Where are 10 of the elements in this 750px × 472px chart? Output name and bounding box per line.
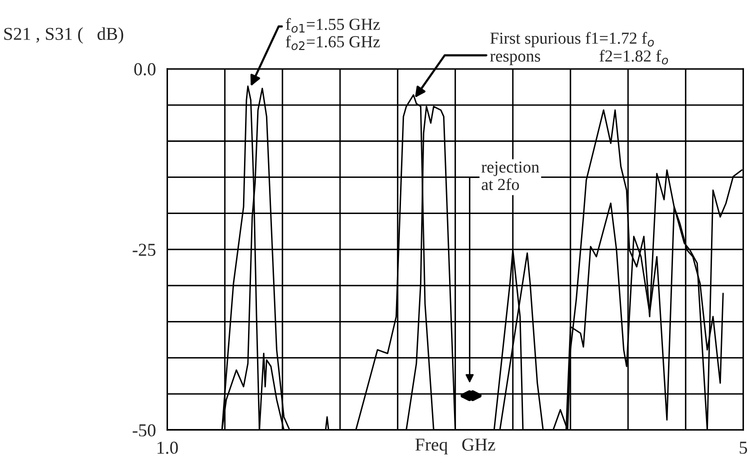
x-axis-title: Freq GHz: [415, 438, 496, 454]
y-tick-label: -25: [132, 244, 156, 256]
y-tick-label: 0.0: [134, 63, 156, 76]
y-axis-title: S21 , S31 ( dB): [4, 27, 124, 44]
y-tick-label: -50: [132, 424, 156, 436]
annotation: f$_{o1}$=1.55 GHz f$_{o2}$=1.65 GHz: [286, 18, 380, 50]
x-tick-label: 1.0: [158, 442, 178, 454]
annotation: rejection at 2fo: [482, 161, 540, 190]
annotation: First spurious f1=1.72 f$_{o}$ respons f2=1.82 f$_{o}$: [490, 32, 668, 66]
x-tick-label: 5: [740, 442, 748, 454]
